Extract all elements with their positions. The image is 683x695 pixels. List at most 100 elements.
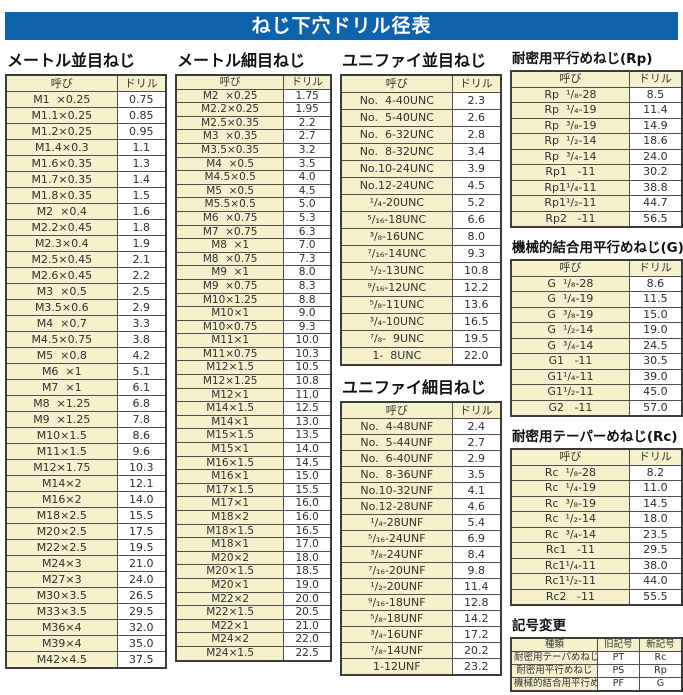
table-row: M6 ×0.75 5.3 — [175, 210, 332, 226]
value-cell: 8.0 — [283, 265, 332, 280]
thread-name-cell: ⁹/₁₆-18UNF — [340, 594, 453, 611]
value-cell: 9.0 — [283, 306, 332, 321]
thread-name-cell: M1.7×0.35 — [5, 171, 118, 188]
table-row: M7 ×1 6.1 — [5, 379, 167, 396]
thread-name-cell: M12×1.75 — [5, 459, 118, 476]
value-cell: 2.4 — [451, 418, 502, 435]
column-header: 呼び — [340, 74, 453, 93]
value-cell: 19.5 — [451, 330, 502, 348]
thread-name-cell: M10×1.25 — [175, 292, 285, 308]
value-cell: 56.5 — [628, 210, 683, 228]
value-cell: 0.95 — [116, 123, 167, 140]
section-rp: 耐密用平行めねじ(Rp) 呼び ドリル Rp ¹/₈-28 8.5 Rp ¹/₄-19 1… — [510, 47, 683, 228]
value-cell: 2.5 — [116, 283, 167, 300]
table-row: M18×2 16.0 — [175, 510, 332, 525]
thread-name-cell: No. 8-36UNF — [340, 466, 453, 483]
table-row: M1 ×0.25 0.75 — [5, 91, 167, 108]
thread-name-cell: 耐密用テーパめねじ — [510, 651, 598, 665]
table-row: M14×2 12.1 — [5, 475, 167, 492]
thread-name-cell: M1.4×0.3 — [5, 139, 118, 156]
table-row: M2 ×0.25 1.75 — [175, 88, 332, 104]
value-cell: 2.9 — [451, 450, 502, 467]
column-header: ドリル — [451, 401, 502, 419]
section-unified-coarse: ユニファイ並目ねじ 呼び ドリル No. 4-40UNC 2.3 No. 5-40UNC… — [340, 47, 502, 366]
table-row: M11×0.75 10.3 — [175, 346, 332, 362]
column-header: 呼び — [510, 70, 630, 88]
thread-name-cell: 1-12UNF — [340, 658, 453, 676]
thread-name-cell: M7 ×1 — [5, 379, 118, 396]
table-row: M12×1.75 10.3 — [5, 459, 167, 476]
table-row: Rc ¹/₈-28 8.2 — [510, 464, 683, 481]
section-title-metric-coarse: メートル並目ねじ — [7, 51, 136, 70]
value-cell: Rc — [638, 651, 683, 665]
metric-coarse-table: 呼び ドリル M1 ×0.25 0.75 M1.1×0.25 0.85 M1.2×0.25 0… — [5, 74, 167, 669]
value-cell: 15.0 — [283, 469, 332, 484]
value-cell: G — [638, 677, 683, 692]
value-cell: PT — [596, 651, 640, 665]
thread-name-cell: M16×1 — [175, 469, 285, 484]
thread-name-cell: Rc1¹/₂-11 — [510, 573, 630, 590]
thread-name-cell: M22×2 — [175, 591, 285, 607]
table-row: No. 8-32UNC 3.4 — [340, 143, 502, 161]
thread-name-cell: No. 6-40UNF — [340, 450, 453, 467]
thread-name-cell: No.10-24UNC — [340, 160, 453, 178]
column-header: 呼び — [510, 259, 630, 277]
thread-name-cell: No. 4-40UNC — [340, 92, 453, 110]
thread-name-cell: Rc ¹/₈-28 — [510, 464, 630, 481]
thread-name-cell: ¹/₄-20UNC — [340, 194, 453, 212]
value-cell: 38.8 — [628, 179, 683, 196]
table-row: M18×2.5 15.5 — [5, 507, 167, 524]
value-cell: 2.9 — [116, 299, 167, 316]
thread-name-cell: M20×1 — [175, 577, 285, 593]
table-row: G ¹/₂-14 19.0 — [510, 322, 683, 339]
value-cell: 1.4 — [116, 171, 167, 188]
thread-name-cell: M8 ×1.25 — [5, 395, 118, 412]
thread-name-cell: ⁵/₁₆-24UNF — [340, 530, 453, 547]
table-row: M1.4×0.3 1.1 — [5, 139, 167, 156]
table-row: G ³/₈-19 15.0 — [510, 306, 683, 323]
table-row: ⁷/₈- 9UNC 19.5 — [340, 330, 502, 348]
value-cell: 19.0 — [628, 322, 683, 339]
thread-name-cell: ¹/₄-28UNF — [340, 514, 453, 531]
value-cell: 13.0 — [283, 414, 332, 430]
thread-name-cell: ⁷/₈-14UNF — [340, 642, 453, 659]
thread-name-cell: M9 ×1.25 — [5, 411, 118, 428]
thread-name-cell: M3.5×0.35 — [175, 142, 285, 158]
table-row: M15×1.5 13.5 — [175, 428, 332, 444]
thread-name-cell: Rp1 -11 — [510, 164, 630, 181]
value-cell: 14.5 — [628, 495, 683, 512]
value-cell: 35.0 — [116, 635, 167, 652]
table-row: No. 4-40UNC 2.3 — [340, 92, 502, 110]
table-row: M2.3×0.4 1.9 — [5, 235, 167, 252]
value-cell: 12.1 — [116, 475, 167, 492]
thread-name-cell: M42×4.5 — [5, 651, 118, 669]
table-row: M9 ×0.75 8.3 — [175, 278, 332, 294]
thread-name-cell: M3 ×0.35 — [175, 129, 285, 144]
thread-name-cell: G ¹/₂-14 — [510, 322, 630, 339]
thread-name-cell: M4.5×0.75 — [5, 331, 118, 348]
g-table: 呼び ドリル G ¹/₈-28 8.6 G ¹/₄-19 11.5 G ³/₈-19 15.0… — [510, 259, 683, 417]
value-cell: 18.6 — [628, 133, 683, 150]
table-row: Rc ¹/₂-14 18.0 — [510, 511, 683, 528]
value-cell: 6.1 — [116, 379, 167, 396]
table-row: Rp1¹/₄-11 38.8 — [510, 179, 683, 196]
table-row: M10×1.5 8.6 — [5, 427, 167, 444]
table-row: ⁷/₁₆-14UNC 9.3 — [340, 245, 502, 263]
value-cell: 2.1 — [116, 251, 167, 268]
column-metric-fine: メートル細目ねじ 呼び ドリル M2 ×0.25 1.75 M2.2×0.25 1.95 M… — [175, 47, 332, 662]
value-cell: 12.2 — [451, 279, 502, 297]
table-row: G1 -11 30.5 — [510, 353, 683, 370]
value-cell: PF — [596, 677, 640, 692]
value-cell: 22.0 — [283, 632, 332, 647]
table-row: M3.5×0.35 3.2 — [175, 142, 332, 158]
table-row: M33×3.5 29.5 — [5, 603, 167, 620]
value-cell: 6.8 — [116, 395, 167, 412]
value-cell: 10.3 — [116, 459, 167, 476]
table-row: ³/₄-10UNC 16.5 — [340, 313, 502, 331]
thread-name-cell: M20×2.5 — [5, 523, 118, 540]
value-cell: 18.0 — [628, 511, 683, 528]
section-title-metric-fine: メートル細目ねじ — [177, 51, 306, 70]
thread-name-cell: ⁷/₁₆-14UNC — [340, 245, 453, 263]
table-row: G ¹/₄-19 11.5 — [510, 291, 683, 308]
value-cell: 24.0 — [116, 571, 167, 588]
